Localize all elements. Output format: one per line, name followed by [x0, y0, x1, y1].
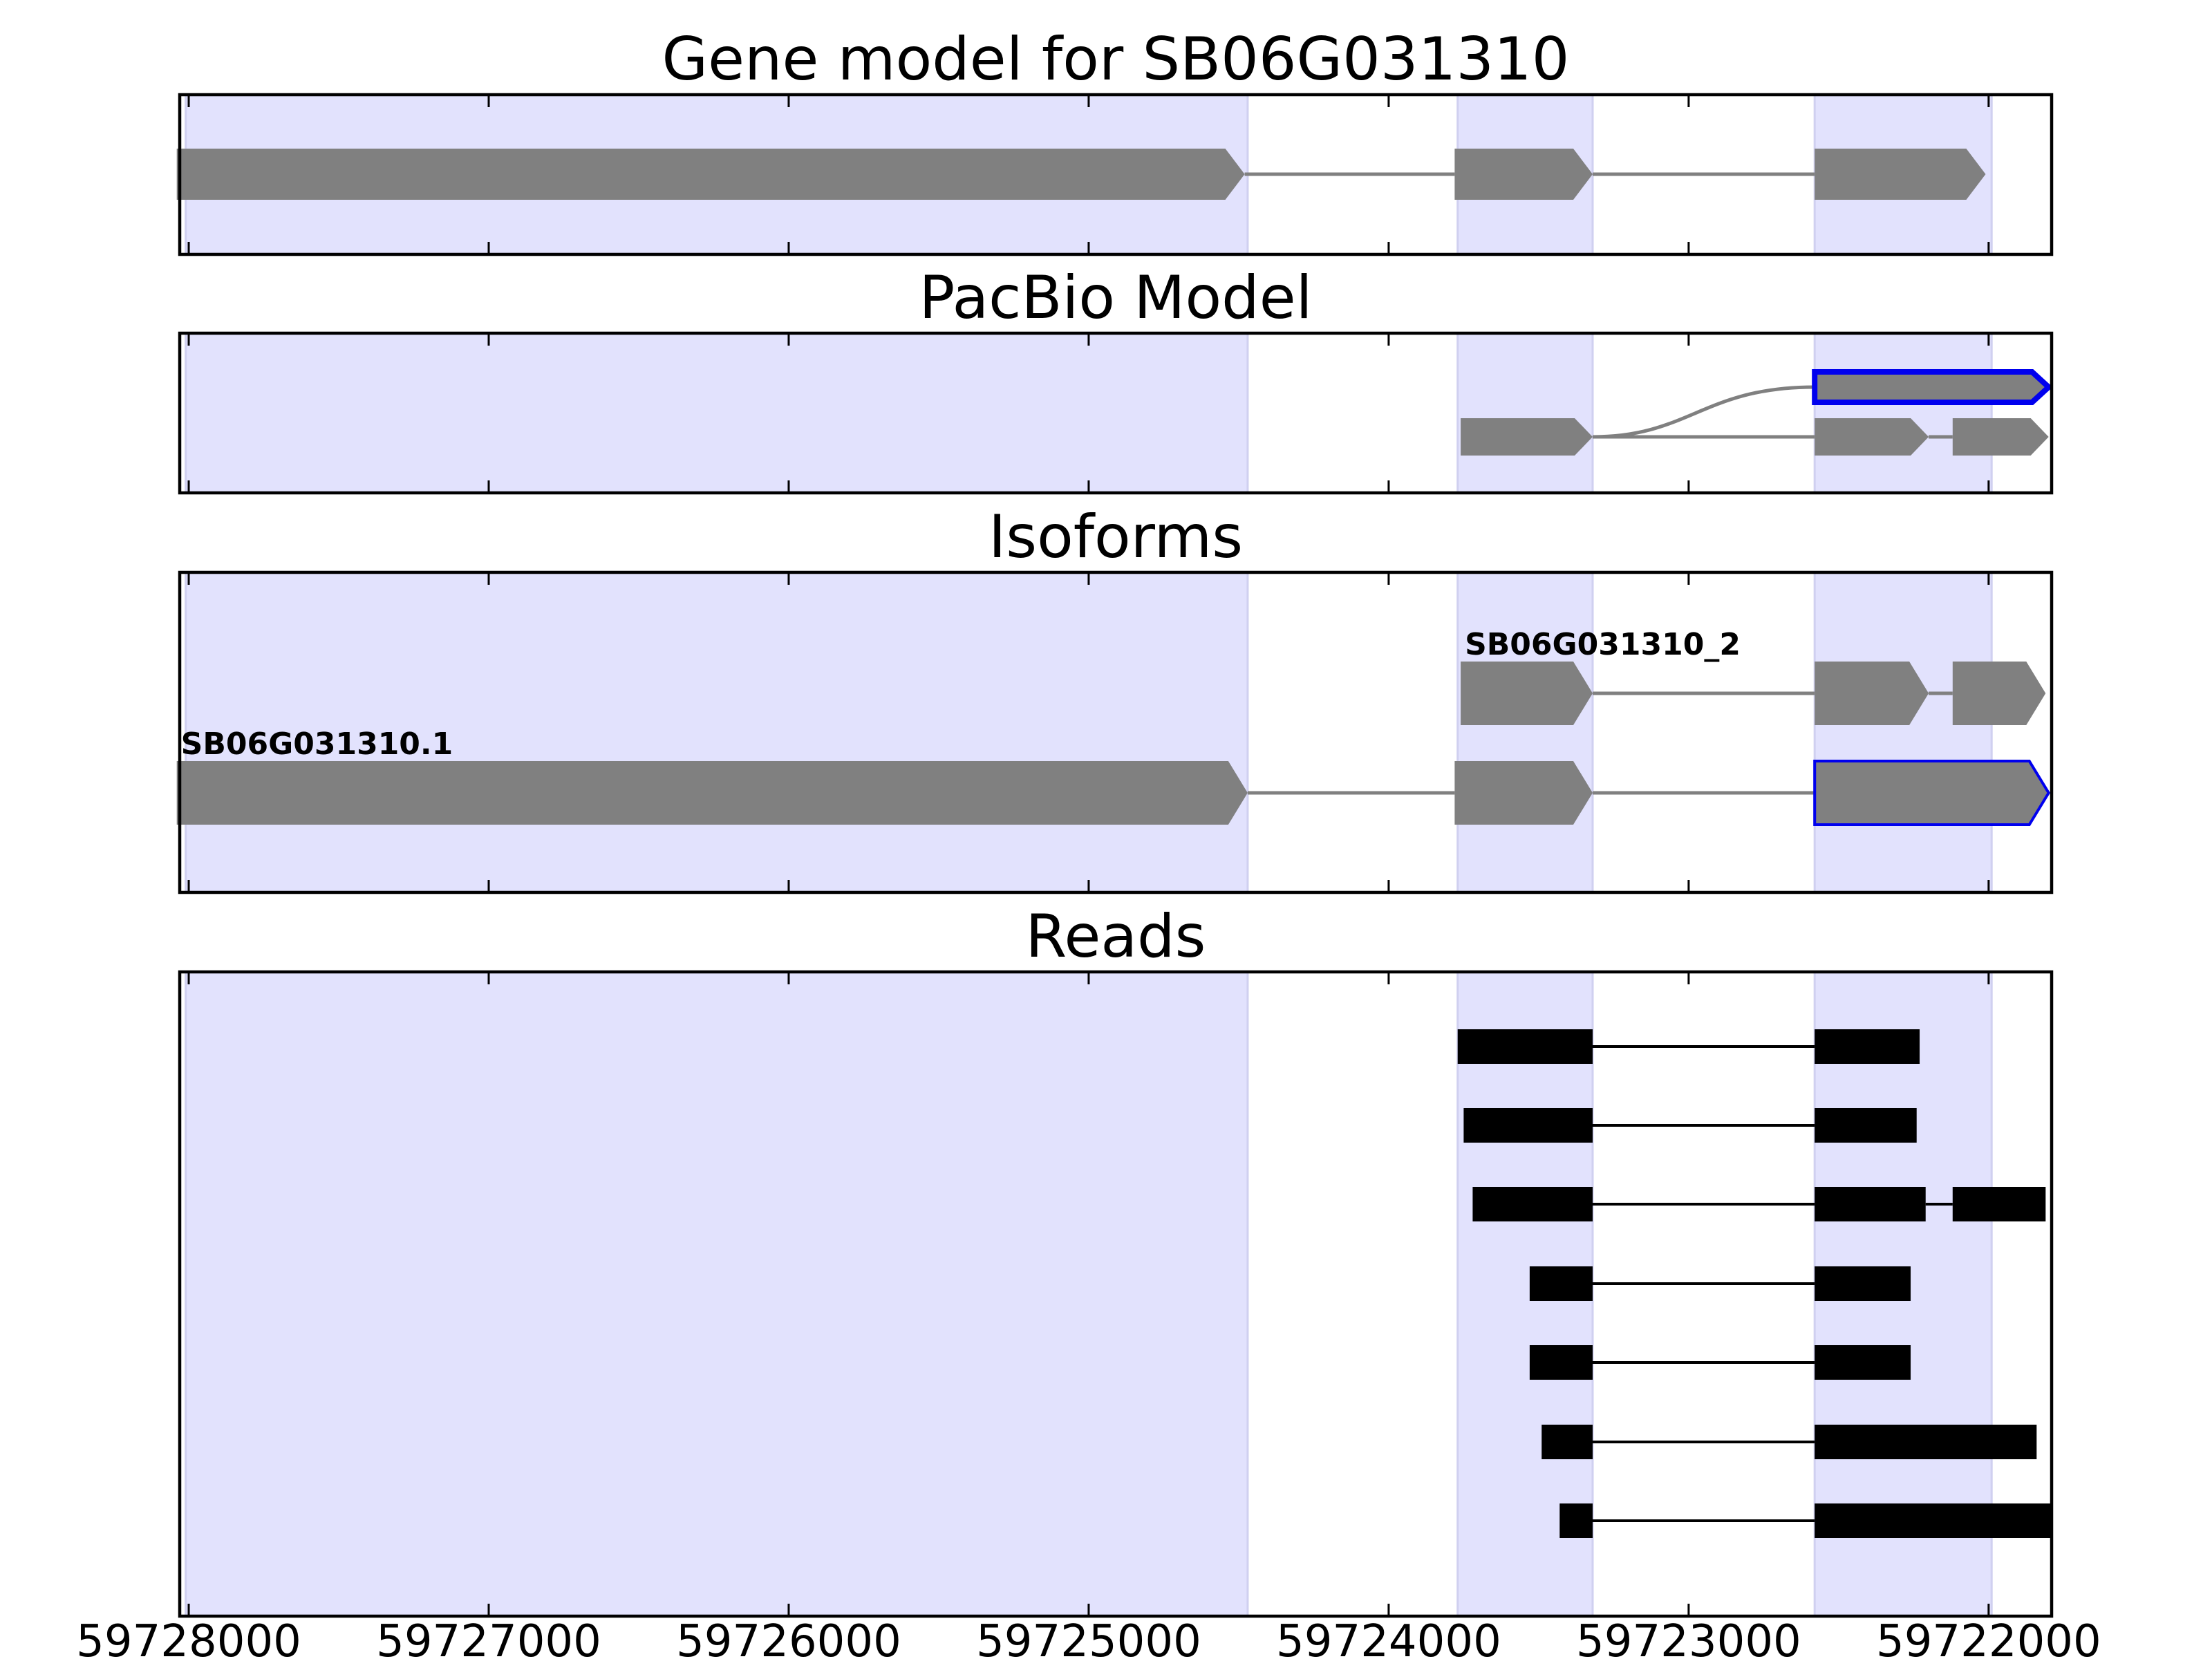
x-tick-label: 59722000 [1876, 1616, 2101, 1659]
exon-arrow [1952, 662, 2046, 725]
exon-arrow [1815, 662, 1929, 725]
isoform-label: SB06G031310_2 [1465, 627, 1741, 662]
panel-frame [178, 970, 2054, 1618]
read-block [1815, 1187, 1926, 1221]
panel-title: Gene model for SB06G031310 [662, 25, 1570, 94]
read-block [1541, 1425, 1593, 1459]
read-block [1559, 1503, 1593, 1538]
exon-arrow [176, 149, 1245, 200]
panel-frame [178, 93, 2054, 256]
exon-arrow [1815, 149, 1986, 200]
panels-layer: Gene model for SB06G031310 PacBio Model Is… [76, 25, 2101, 1659]
read-block [1815, 1029, 1920, 1064]
exon-band-1 [185, 571, 1249, 894]
exon-arrow [176, 761, 1248, 825]
panel-3: Isoforms SB06G031310_2 SB06G031310.1 [176, 503, 2054, 894]
exon-band-3 [1813, 332, 1993, 494]
x-tick-label: 59726000 [676, 1616, 901, 1659]
exon-band-2 [1456, 571, 1594, 894]
x-tick-label: 59728000 [76, 1616, 301, 1659]
highlighted-exon-arrow [1813, 760, 2051, 826]
panel-2: PacBio Model [178, 263, 2054, 495]
highlighted-exon-arrow [1812, 369, 2053, 405]
splice-join-curve [1593, 385, 1815, 439]
read-block [1815, 1503, 2052, 1538]
exon-arrow [1815, 418, 1929, 456]
exon-band-1 [185, 971, 1249, 1618]
panel-title: Isoforms [988, 503, 1243, 572]
read-block [1952, 1187, 2046, 1221]
exon-arrow [1454, 761, 1593, 825]
exon-band-2 [1456, 332, 1594, 494]
isoform-label: SB06G031310.1 [181, 727, 453, 762]
panel-4: Reads 59728000 59727000 59726000 59725000 597… [76, 902, 2101, 1659]
panel-title: Reads [1026, 902, 1206, 971]
x-tick-label: 59723000 [1576, 1616, 1801, 1659]
panel-1: Gene model for SB06G031310 [176, 25, 2054, 256]
panel-frame [178, 570, 2054, 894]
read-block [1815, 1345, 1911, 1380]
x-tick-label: 59724000 [1276, 1616, 1501, 1659]
read-block [1815, 1425, 2037, 1459]
panel-frame [178, 331, 2054, 495]
exon-band-3 [1813, 571, 1993, 894]
exon-arrow [1454, 149, 1593, 200]
read-block [1815, 1266, 1911, 1301]
exon-arrow [1952, 418, 2049, 456]
read-block [1457, 1029, 1593, 1064]
x-tick-label: 59727000 [376, 1616, 601, 1659]
exon-arrow [1461, 662, 1593, 725]
x-tick-label: 59725000 [976, 1616, 1201, 1659]
read-block [1472, 1187, 1593, 1221]
panel-title: PacBio Model [919, 263, 1312, 332]
exon-band-1 [185, 332, 1249, 494]
read-block [1529, 1345, 1593, 1380]
read-block [1815, 1108, 1917, 1143]
read-block [1529, 1266, 1593, 1301]
read-block [1463, 1108, 1593, 1143]
exon-arrow [1461, 418, 1593, 456]
